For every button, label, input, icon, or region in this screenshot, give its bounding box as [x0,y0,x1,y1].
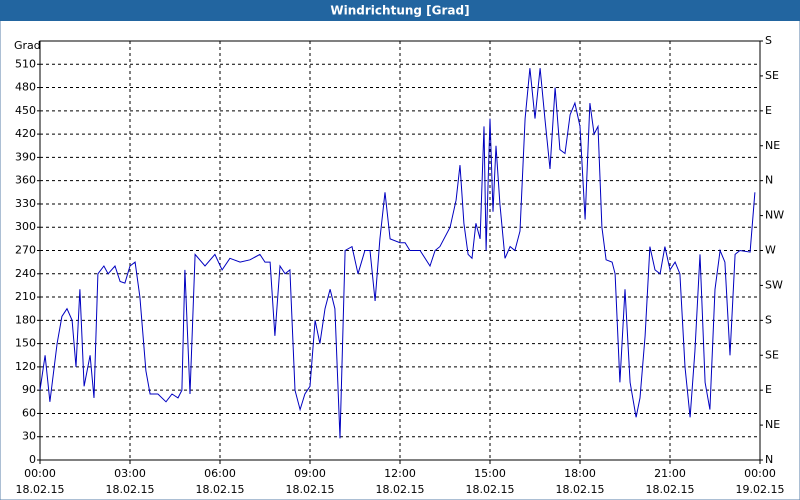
x-tick-label: 15:00 18.02.15 [466,467,515,496]
x-tick-label: 00:00 18.02.15 [16,467,65,496]
data-line [39,68,756,439]
y-tick-label: 330 [15,197,36,210]
y-tick-label: 120 [15,360,36,373]
y-tick-label: 0 [29,453,36,466]
x-tick-label: 03:00 18.02.15 [106,467,155,496]
x-tick-label: 00:00 19.02.15 [736,467,785,496]
y-tick-label: 30 [22,430,36,443]
x-tick-label: 06:00 18.02.15 [196,467,245,496]
y-tick-label: 390 [15,150,36,163]
chart-title: Windrichtung [Grad] [330,4,469,18]
y-tick-label: 180 [15,313,36,326]
y2-tick-label: NE [765,139,780,152]
plot-frame [39,40,761,461]
y2-tick-label: SW [765,278,783,291]
y2-tick-label: SE [765,69,779,82]
y-tick-label: 240 [15,267,36,280]
y-tick-label: 150 [15,337,36,350]
y-tick-label: 270 [15,244,36,257]
y2-tick-label: NW [765,209,784,222]
y-tick-label: 90 [22,383,36,396]
y-tick-label: 210 [15,290,36,303]
y-tick-label: 360 [15,174,36,187]
y2-tick-label: NE [765,418,780,431]
y-tick-label: 510 [15,57,36,70]
x-tick-label: 09:00 18.02.15 [286,467,335,496]
x-tick-label: 18:00 18.02.15 [556,467,605,496]
title-bar [0,0,800,21]
y2-tick-label: N [765,453,773,466]
y2-tick-label: S [765,313,772,326]
y-tick-label: 60 [22,406,36,419]
y-tick-label: 480 [15,81,36,94]
y-axis-label: Grad [14,39,41,52]
y-tick-label: 450 [15,104,36,117]
y2-tick-label: W [765,244,776,257]
y2-tick-label: E [765,383,772,396]
y2-tick-label: E [765,104,772,117]
y2-tick-label: SE [765,348,779,361]
y-tick-label: 300 [15,220,36,233]
x-tick-label: 12:00 18.02.15 [376,467,425,496]
y-tick-label: 420 [15,127,36,140]
x-tick-label: 21:00 18.02.15 [646,467,695,496]
y2-tick-label: S [765,34,772,47]
y2-tick-label: N [765,174,773,187]
